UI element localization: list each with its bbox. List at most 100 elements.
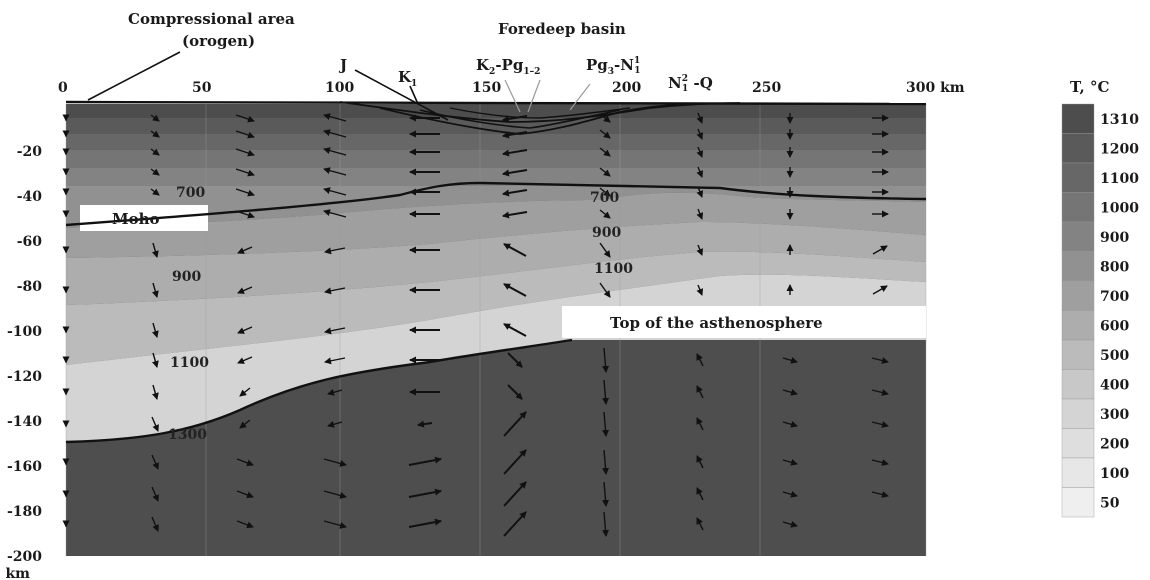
flow-vector bbox=[782, 356, 798, 364]
y-tick: -140 bbox=[7, 414, 42, 430]
legend-swatches bbox=[1061, 103, 1095, 518]
flow-vector bbox=[696, 385, 704, 399]
temperature-legend: T, °C 1310 1200 1100 1000 900 800 700 600 500 400… bbox=[1061, 78, 1139, 518]
legend-swatch bbox=[1061, 280, 1095, 311]
legend-title: T, °C bbox=[1070, 78, 1109, 96]
flow-vector bbox=[323, 187, 347, 196]
y-tick: -180 bbox=[7, 504, 42, 520]
strat-label-pg3-n: Pg3-N1 1 bbox=[586, 56, 641, 77]
flow-vector bbox=[503, 243, 527, 257]
foredeep-basin-label: Foredeep basin bbox=[498, 20, 626, 38]
flow-vector bbox=[235, 130, 255, 139]
y-tick: -80 bbox=[17, 279, 43, 295]
x-tick: 300 km bbox=[906, 80, 965, 96]
flow-vector bbox=[237, 356, 253, 364]
flow-vector bbox=[502, 169, 528, 177]
legend-label: 1100 bbox=[1100, 171, 1139, 187]
flow-vector bbox=[235, 188, 255, 197]
y-tick: -20 bbox=[17, 144, 43, 160]
flow-vector bbox=[782, 388, 798, 396]
temperature-band bbox=[66, 134, 926, 150]
flow-vector bbox=[503, 411, 527, 437]
y-tick: -200 bbox=[7, 549, 42, 565]
legend-swatch bbox=[1061, 251, 1095, 282]
y-tick: -40 bbox=[17, 189, 43, 205]
flow-vector bbox=[151, 322, 159, 338]
flow-vector bbox=[872, 285, 888, 295]
flow-vector bbox=[507, 352, 523, 368]
flow-vector bbox=[503, 323, 527, 337]
compressional-area-label: Compressional area bbox=[128, 10, 295, 28]
flow-vector bbox=[324, 247, 346, 255]
flow-vector bbox=[599, 167, 611, 177]
legend-swatch bbox=[1061, 339, 1095, 370]
flow-vector bbox=[151, 384, 159, 400]
flow-vector bbox=[236, 490, 254, 499]
flow-vector bbox=[696, 208, 704, 220]
flow-vectors bbox=[62, 112, 889, 537]
flow-vector bbox=[151, 416, 159, 432]
flow-vector bbox=[323, 147, 347, 156]
flow-vector bbox=[151, 352, 159, 368]
flow-vector bbox=[503, 449, 527, 475]
flow-vector bbox=[782, 520, 798, 528]
flow-vector bbox=[235, 114, 255, 123]
x-tick: 200 bbox=[612, 80, 641, 96]
flow-vector bbox=[502, 189, 528, 197]
flow-vector bbox=[323, 490, 347, 499]
flow-vector bbox=[323, 129, 347, 138]
j-leader bbox=[354, 69, 449, 121]
flow-vector bbox=[696, 112, 704, 124]
flow-vector bbox=[151, 454, 159, 470]
x-tick: 100 bbox=[325, 80, 354, 96]
flow-vector bbox=[599, 129, 611, 139]
flow-vector bbox=[408, 488, 442, 498]
flow-vector bbox=[324, 327, 346, 335]
flow-vector bbox=[327, 388, 343, 396]
flow-vector bbox=[150, 130, 160, 138]
flow-vector bbox=[599, 147, 611, 157]
surface-line bbox=[65, 100, 927, 106]
temperature-band bbox=[66, 118, 926, 134]
flow-vector bbox=[323, 458, 347, 467]
strat-label-k2-pg: K2-Pg1–2 bbox=[476, 56, 540, 77]
flow-vector bbox=[503, 481, 527, 507]
legend-label: 1200 bbox=[1100, 141, 1139, 157]
flow-vector bbox=[150, 114, 160, 122]
legend-label: 400 bbox=[1100, 377, 1129, 393]
flow-vector bbox=[599, 242, 611, 258]
flow-vector bbox=[602, 481, 609, 507]
strat-label-k1: K1 bbox=[398, 68, 417, 89]
flow-vector bbox=[602, 511, 609, 537]
isotherm-label: 1100 bbox=[594, 261, 633, 277]
flow-vector bbox=[696, 353, 704, 367]
basin-leaders bbox=[504, 79, 591, 113]
legend-swatch bbox=[1061, 457, 1095, 488]
flow-vector bbox=[503, 283, 527, 297]
flow-vector bbox=[871, 389, 889, 396]
legend-swatch bbox=[1061, 369, 1095, 400]
flow-vector bbox=[696, 487, 704, 501]
flow-vector bbox=[323, 209, 347, 218]
x-tick: 50 bbox=[192, 80, 212, 96]
orogen-label: (orogen) bbox=[182, 32, 255, 50]
flow-vector bbox=[696, 166, 704, 178]
flow-vector bbox=[602, 347, 609, 373]
x-axis: 0 50 100 150 200 250 300 km bbox=[58, 80, 965, 96]
y-axis: -20 -40 -60 -80 -100 -120 -140 -160 -180… bbox=[5, 144, 42, 580]
flow-vector bbox=[599, 282, 611, 298]
isotherm-labels: 700 900 1100 1300 700 900 1100 bbox=[168, 185, 633, 443]
temperature-band bbox=[66, 150, 926, 168]
legend-label: 100 bbox=[1100, 466, 1129, 482]
flow-vector bbox=[150, 148, 160, 156]
legend-label: 300 bbox=[1100, 407, 1129, 423]
flow-vector bbox=[236, 520, 254, 529]
legend-swatch bbox=[1061, 221, 1095, 252]
legend-swatch bbox=[1061, 133, 1095, 164]
flow-vector bbox=[502, 211, 528, 219]
flow-vector bbox=[151, 516, 159, 532]
legend-swatch bbox=[1061, 428, 1095, 459]
flow-vector bbox=[871, 491, 889, 498]
y-tick: -100 bbox=[7, 324, 42, 340]
flow-vector bbox=[417, 420, 433, 428]
